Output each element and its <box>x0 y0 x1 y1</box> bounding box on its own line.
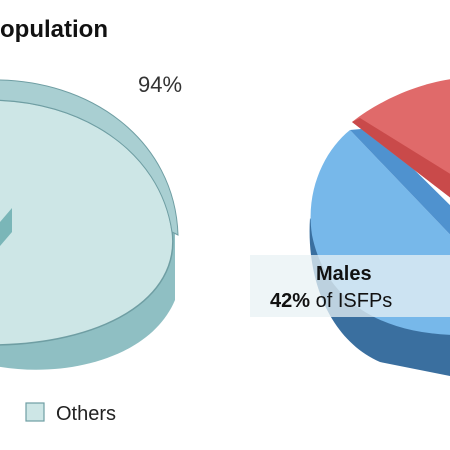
males-annotation: Males 42% of ISFPs <box>250 255 450 317</box>
annotation-line: 42% of ISFPs <box>270 290 392 312</box>
left-pie-rim <box>0 79 179 236</box>
annotation-percent: 42% <box>270 290 310 312</box>
annotation-box <box>250 255 450 317</box>
chart-title: opulation <box>0 16 108 43</box>
slice-females-side <box>352 118 450 198</box>
annotation-suffix: of ISFPs <box>310 290 392 312</box>
slice-label-others: 94% <box>138 72 182 97</box>
right-pie-chart <box>309 79 450 376</box>
legend: Others <box>25 402 116 425</box>
slice-small-wedge <box>0 208 12 246</box>
slice-males-side <box>309 218 450 376</box>
left-pie-chart: 94% <box>0 72 182 370</box>
legend-swatch-others <box>25 402 45 422</box>
legend-label-others: Others <box>56 403 116 425</box>
annotation-name: Males <box>316 263 372 285</box>
slice-males-band <box>350 128 450 235</box>
